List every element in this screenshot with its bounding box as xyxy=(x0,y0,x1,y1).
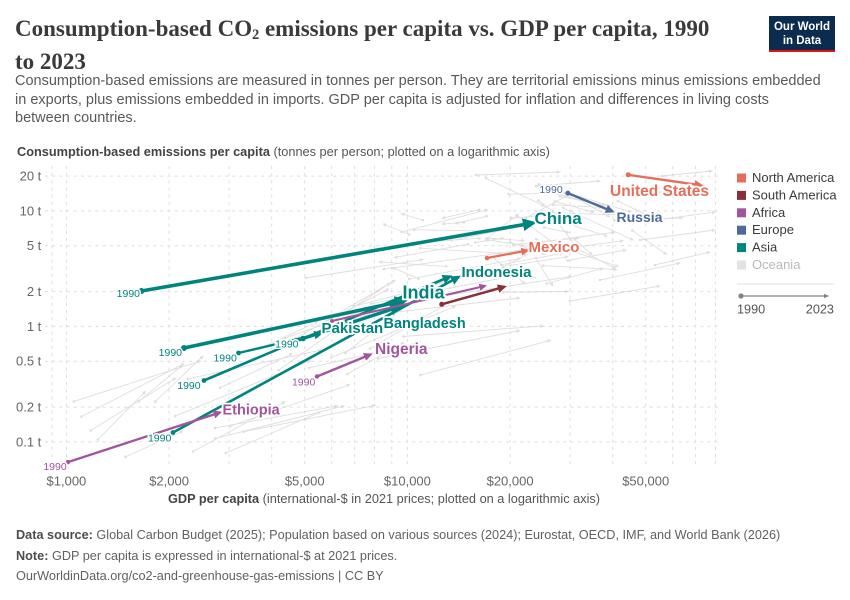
svg-text:1990: 1990 xyxy=(275,339,299,351)
svg-text:Mexico: Mexico xyxy=(529,239,580,256)
svg-text:2023: 2023 xyxy=(806,303,834,317)
svg-text:$20,000: $20,000 xyxy=(487,474,534,489)
svg-text:Nigeria: Nigeria xyxy=(375,341,428,358)
svg-text:Ethiopia: Ethiopia xyxy=(223,402,281,418)
svg-text:1990: 1990 xyxy=(213,353,237,365)
svg-text:Russia: Russia xyxy=(617,209,663,225)
svg-text:Oceania: Oceania xyxy=(752,257,801,272)
svg-text:1990: 1990 xyxy=(159,347,183,359)
svg-text:2 t: 2 t xyxy=(27,284,42,299)
svg-text:10 t: 10 t xyxy=(20,203,42,218)
svg-text:South America: South America xyxy=(752,187,837,202)
svg-text:1990: 1990 xyxy=(117,288,141,300)
svg-text:$10,000: $10,000 xyxy=(384,474,431,489)
svg-text:1990: 1990 xyxy=(43,461,67,473)
svg-text:Indonesia: Indonesia xyxy=(462,264,533,281)
svg-text:$50,000: $50,000 xyxy=(622,474,669,489)
svg-text:Europe: Europe xyxy=(752,222,794,237)
svg-text:Pakistan: Pakistan xyxy=(322,320,384,337)
svg-text:1990: 1990 xyxy=(177,380,201,392)
svg-text:1990: 1990 xyxy=(148,433,172,445)
svg-text:Bangladesh: Bangladesh xyxy=(384,316,466,332)
svg-text:1990: 1990 xyxy=(539,184,563,196)
svg-text:North America: North America xyxy=(752,170,835,185)
svg-text:India: India xyxy=(403,283,446,303)
svg-text:5 t: 5 t xyxy=(27,238,42,253)
svg-text:$5,000: $5,000 xyxy=(285,474,325,489)
svg-text:Africa: Africa xyxy=(752,205,786,220)
svg-text:$1,000: $1,000 xyxy=(47,474,87,489)
svg-text:20 t: 20 t xyxy=(20,169,42,184)
svg-text:China: China xyxy=(535,209,583,228)
svg-text:1990: 1990 xyxy=(737,303,765,317)
svg-text:$2,000: $2,000 xyxy=(149,474,189,489)
svg-text:0.5 t: 0.5 t xyxy=(16,354,42,369)
svg-text:1990: 1990 xyxy=(292,377,316,389)
svg-text:0.1 t: 0.1 t xyxy=(16,434,42,449)
svg-text:1 t: 1 t xyxy=(27,319,42,334)
svg-text:United States: United States xyxy=(610,183,709,200)
svg-text:0.2 t: 0.2 t xyxy=(16,400,42,415)
svg-text:Asia: Asia xyxy=(752,240,778,255)
